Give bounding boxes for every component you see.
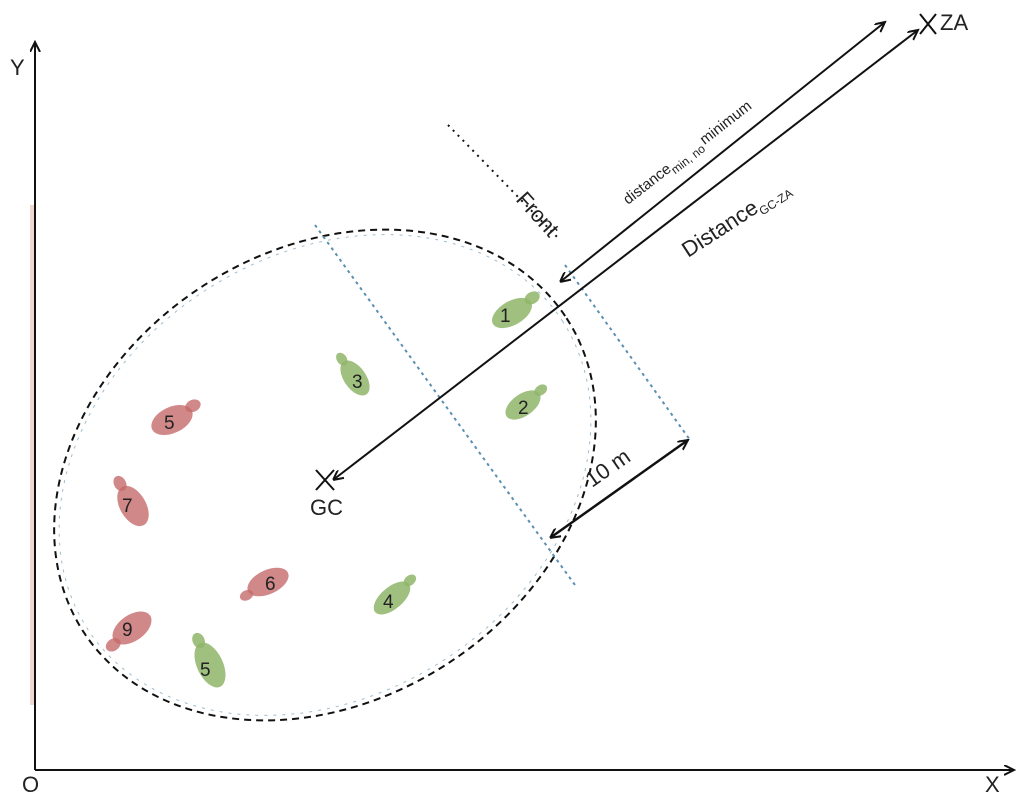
distance-min-subscript: min, no	[668, 141, 708, 176]
animal-4-label: 4	[383, 592, 394, 613]
animal-3	[336, 352, 370, 396]
animal-head	[192, 632, 205, 649]
animal-5-green	[192, 632, 226, 688]
animal-9	[105, 611, 152, 652]
animal-5-green-label: 5	[200, 660, 211, 681]
scale-arrow	[550, 440, 688, 538]
animal-head	[336, 352, 348, 366]
x-axis-label: X	[985, 772, 1000, 796]
y-axis-label: Y	[10, 55, 25, 80]
gc-label: GC	[310, 495, 343, 520]
distance-min-arrow	[560, 22, 885, 282]
animal-1-label: 1	[500, 306, 511, 327]
animal-5-red	[151, 399, 201, 436]
distance-gc-subscript: GC-ZA	[757, 186, 796, 218]
animal-head	[185, 399, 201, 413]
animal-6	[239, 567, 289, 601]
animal-head	[524, 291, 540, 305]
animal-7-label: 7	[122, 496, 133, 517]
animal-body	[492, 297, 532, 329]
svg-text:DistanceGC-ZA: DistanceGC-ZA	[677, 174, 795, 264]
gc-point: GC	[310, 469, 343, 520]
za-point: ZA	[919, 10, 968, 35]
animal-6-label: 6	[265, 574, 276, 595]
coordinate-axes: Y X O	[10, 42, 1014, 796]
animal-5-red-label: 5	[164, 413, 175, 434]
animal-head	[534, 384, 548, 396]
front-label: Front	[511, 187, 564, 242]
animal-2	[505, 384, 548, 420]
distance-gc-za-arrow	[333, 30, 918, 480]
distance-min-label: distancemin, nominimum	[620, 97, 757, 211]
animal-head	[105, 638, 121, 652]
animal-4	[373, 574, 417, 615]
herd-boundary-ellipse-inner	[58, 234, 592, 716]
animal-head	[113, 475, 127, 492]
animal-body	[117, 485, 149, 527]
animal-head	[403, 574, 417, 587]
za-label: ZA	[940, 10, 968, 35]
animal-body	[194, 642, 226, 688]
distance-min-word: distance	[620, 160, 674, 208]
animal-body	[340, 360, 370, 396]
animal-body	[505, 390, 541, 420]
distance-min-tail: minimum	[697, 97, 755, 148]
animal-head	[239, 589, 254, 601]
svg-text:distancemin, nominimum: distancemin, nominimum	[620, 97, 757, 211]
animal-2-label: 2	[518, 398, 529, 419]
animal-7	[113, 475, 149, 527]
animal-body	[151, 404, 193, 436]
herd-boundary-ellipse	[53, 228, 597, 722]
animal-1	[492, 291, 540, 329]
animal-body	[112, 611, 152, 645]
origin-label: O	[22, 772, 39, 796]
animal-9-label: 9	[122, 620, 133, 641]
left-band	[30, 205, 36, 705]
animal-body	[247, 567, 289, 597]
animal-body	[373, 581, 411, 615]
animal-3-label: 3	[352, 372, 363, 393]
distance-gc-za-label: DistanceGC-ZA	[677, 174, 795, 264]
